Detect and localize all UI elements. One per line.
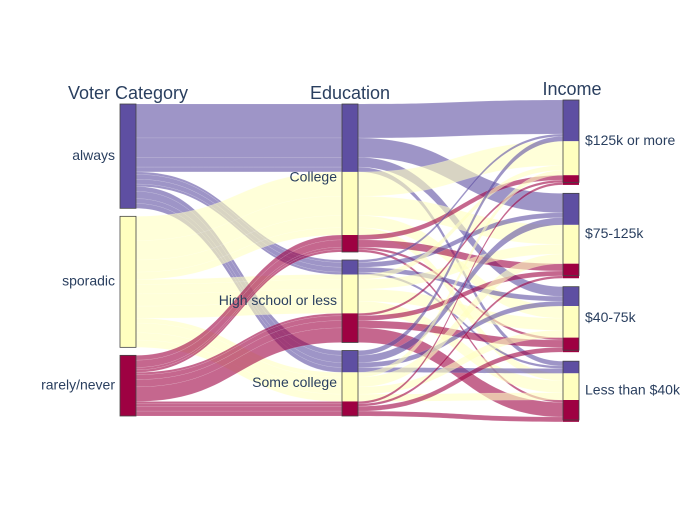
- node-segment-sporadic: [342, 171, 358, 236]
- node-outline: [562, 360, 580, 421]
- node-segment-rarely-never: [342, 401, 358, 416]
- node-segment-always: [342, 350, 358, 373]
- node-segment-rarely-never: [563, 400, 579, 422]
- node-segment-always: [563, 361, 579, 374]
- label-college: College: [290, 169, 338, 185]
- link-always-to-college: [135, 103, 343, 139]
- link-rarely-never-to-some-college: [135, 401, 343, 405]
- node-outline: [341, 103, 359, 253]
- node-segment-always: [563, 193, 579, 225]
- node-high-school-or-less[interactable]: [341, 259, 359, 343]
- node-segment-rarely-never: [563, 263, 579, 279]
- node-always[interactable]: [119, 103, 137, 209]
- label-75-125k: $75-125k: [585, 225, 644, 241]
- node-segment-sporadic: [342, 372, 358, 402]
- node-segment-always: [563, 100, 579, 142]
- node-sporadic[interactable]: [119, 215, 137, 348]
- label-some-college: Some college: [252, 374, 337, 390]
- label-high-school-or-less: High school or less: [219, 292, 337, 308]
- node-segment-rarely-never: [342, 235, 358, 252]
- node-75-125k[interactable]: [562, 192, 580, 279]
- node-40-75k[interactable]: [562, 286, 580, 353]
- link-rarely-never-to-some-college: [135, 410, 343, 417]
- links-layer: [135, 99, 564, 423]
- link-rarely-never-to-some-college: [135, 403, 343, 407]
- node-segment-always: [342, 260, 358, 275]
- headers-layer: Voter Category Education Income: [68, 79, 602, 103]
- header-voter-category: Voter Category: [68, 83, 188, 103]
- node-segment-rarely-never: [563, 175, 579, 185]
- node-segment-sporadic: [563, 373, 579, 401]
- node-segment-sporadic: [563, 306, 579, 338]
- node-some-college[interactable]: [341, 350, 359, 417]
- link-rarely-never-to-some-college: [135, 406, 343, 412]
- node-segment-always: [563, 286, 579, 307]
- node-rarely-never[interactable]: [119, 354, 137, 417]
- node-segment-sporadic: [563, 224, 579, 264]
- node-outline: [562, 99, 580, 183]
- label-125k-or-more: $125k or more: [585, 132, 675, 148]
- labels-layer: always sporadic rarely/never College High sc…: [41, 132, 681, 397]
- node-outline: [341, 350, 359, 417]
- node-outline: [341, 259, 359, 343]
- header-income: Income: [542, 79, 601, 99]
- node-segment-sporadic: [342, 274, 358, 314]
- label-rarely-never: rarely/never: [41, 376, 115, 392]
- node-college[interactable]: [341, 103, 359, 253]
- node-segment-rarely-never: [342, 313, 358, 343]
- node-segment-always: [342, 104, 358, 172]
- nodes-layer: [119, 99, 580, 422]
- label-less-than-40k: Less than $40k: [585, 381, 681, 397]
- node-segment-sporadic: [563, 141, 579, 176]
- node-outline: [562, 286, 580, 351]
- node-less-than-40k[interactable]: [562, 360, 580, 422]
- node-outline: [562, 192, 580, 277]
- node-125k-or-more[interactable]: [562, 99, 580, 185]
- label-40-75k: $40-75k: [585, 309, 637, 325]
- label-sporadic: sporadic: [62, 273, 115, 289]
- link-always-to-college: [135, 157, 343, 168]
- header-education: Education: [310, 83, 390, 103]
- node-segment-rarely-never: [563, 337, 579, 353]
- link-college-to-125k-or-more: [357, 99, 564, 139]
- label-always: always: [72, 147, 115, 163]
- link-always-to-college: [135, 137, 343, 158]
